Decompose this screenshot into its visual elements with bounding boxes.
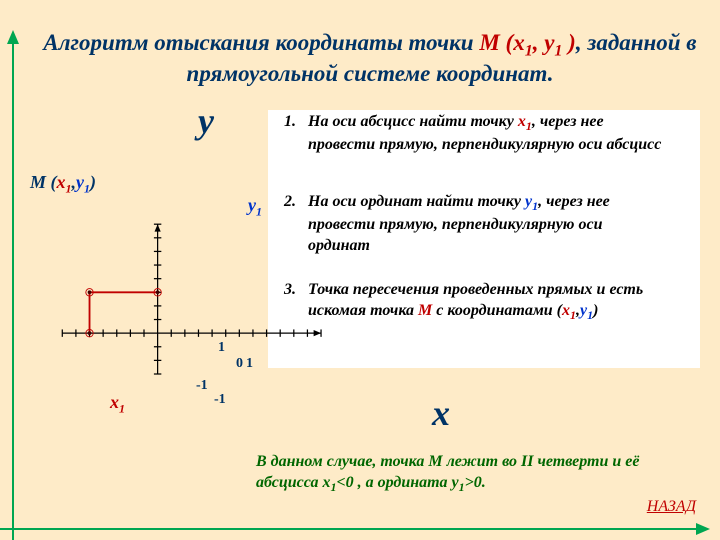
decorative-arrow-horizontal <box>0 528 700 530</box>
back-link[interactable]: НАЗАД <box>647 498 696 516</box>
footer-note: В данном случае, точка М лежит во II чет… <box>256 452 696 496</box>
x-axis-label: х <box>432 392 450 434</box>
step-3: 3.Точка пересечения проведенных прямых и… <box>284 280 684 324</box>
decorative-arrow-vertical <box>12 40 14 540</box>
coordinate-plane <box>40 100 300 440</box>
step-2: 2.На оси ординат найти точку у1, через н… <box>284 192 684 256</box>
step-1: 1.На оси абсцисс найти точку х1, через н… <box>284 112 684 156</box>
page-title: Алгоритм отыскания координаты точки М (х… <box>40 30 700 87</box>
